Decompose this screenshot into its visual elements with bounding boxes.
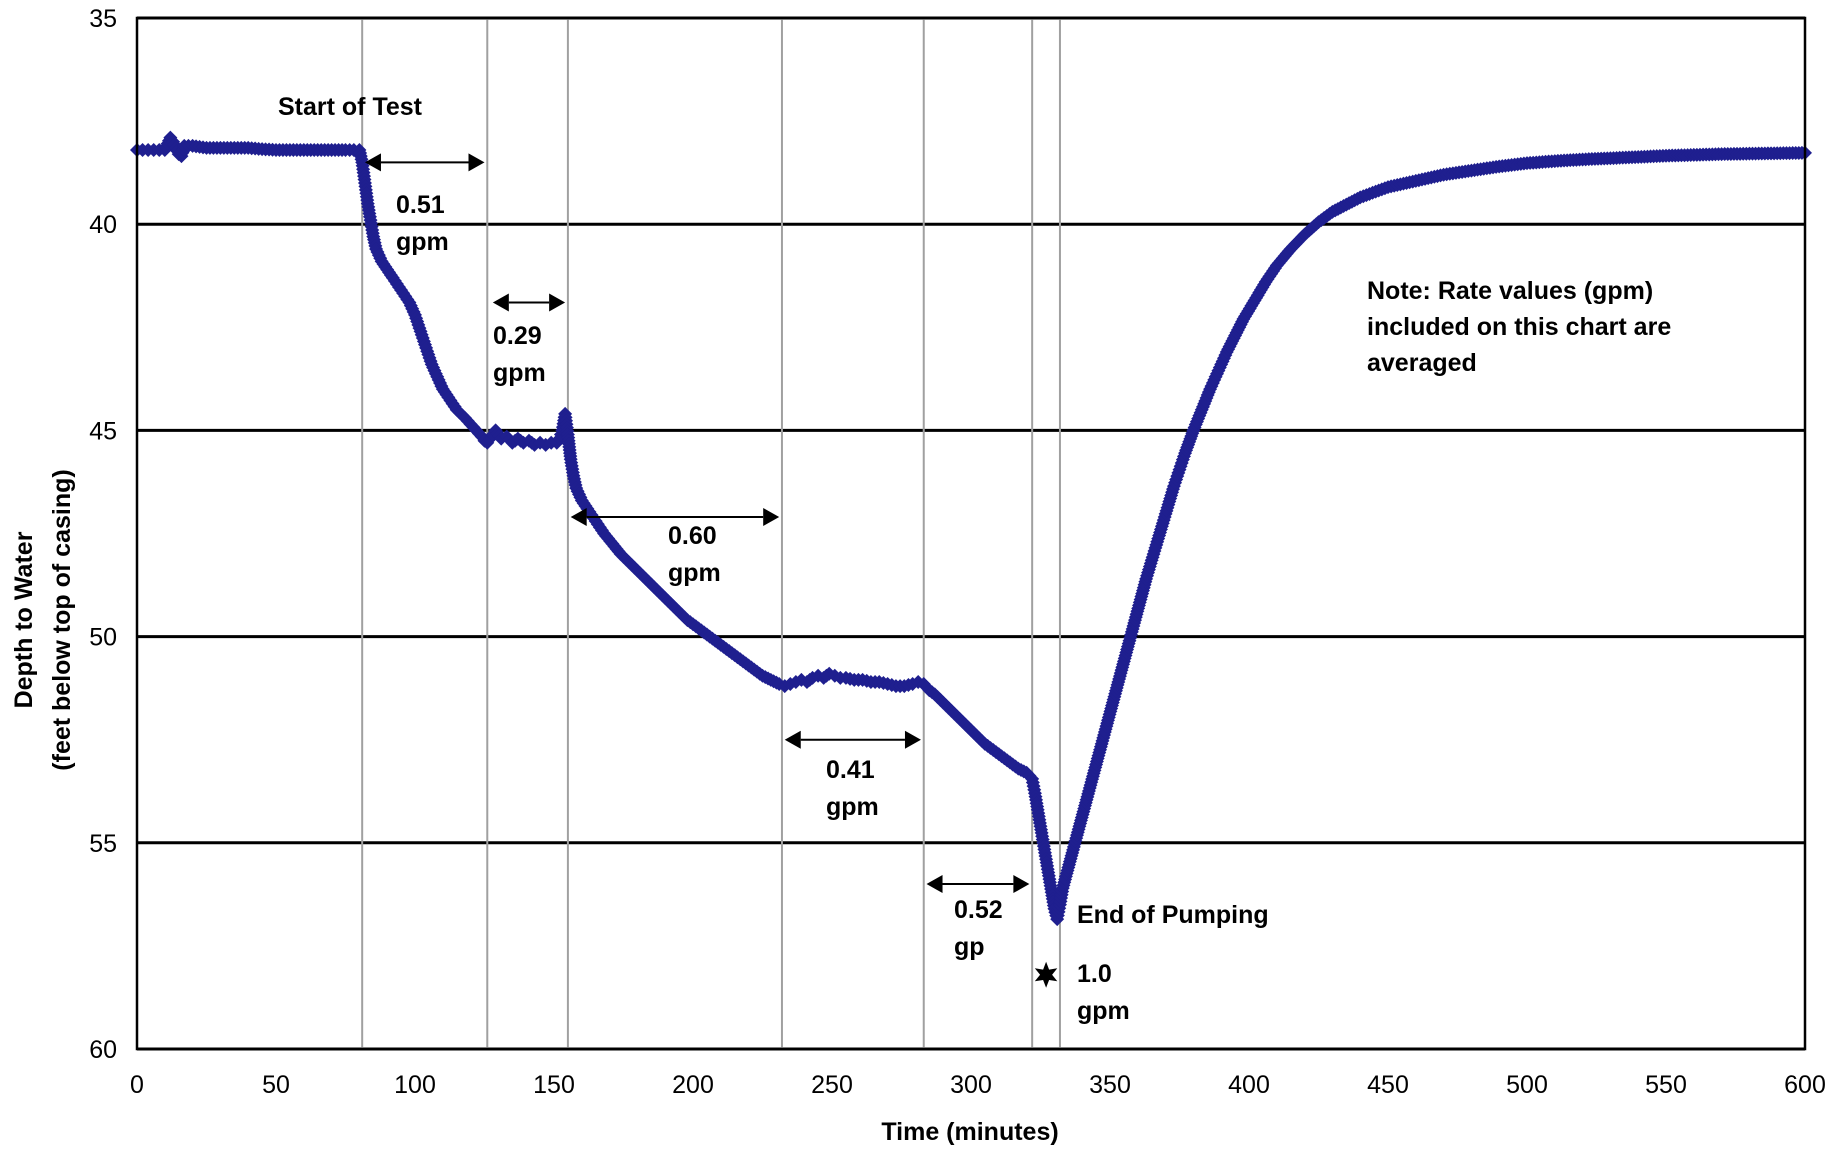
x-tick-200: 200 xyxy=(672,1071,714,1099)
x-tick-0: 0 xyxy=(130,1071,144,1099)
y-tick-60: 60 xyxy=(89,1036,117,1064)
note-line-1: Note: Rate values (gpm) xyxy=(1367,277,1653,305)
y-axis-title-line1: Depth to Water xyxy=(10,531,38,708)
y-tick-45: 45 xyxy=(89,417,117,445)
rate-label-5-unit: gp xyxy=(954,933,985,961)
y-tick-labels: 35 40 45 50 55 60 xyxy=(89,5,117,1064)
note-line-2: included on this chart are xyxy=(1367,313,1671,341)
x-tick-50: 50 xyxy=(262,1071,290,1099)
rate-label-6-value: 1.0 xyxy=(1077,960,1112,988)
x-tick-300: 300 xyxy=(950,1071,992,1099)
y-axis-title-line2: (feet below top of casing) xyxy=(48,469,76,770)
y-axis-title: Depth to Water (feet below top of casing… xyxy=(10,469,76,770)
rate-arrow-5-right-head xyxy=(1013,875,1030,894)
plot-area-border xyxy=(135,16,1807,1051)
rate-label-4-value: 0.41 xyxy=(826,756,875,784)
rate-arrow-2-left-head xyxy=(492,293,509,312)
y-tick-50: 50 xyxy=(89,624,117,652)
x-tick-400: 400 xyxy=(1228,1071,1270,1099)
rate-labels: 0.51 gpm 0.29 gpm 0.60 gpm 0.41 gpm 0.52… xyxy=(396,191,1130,1025)
y-tick-40: 40 xyxy=(89,211,117,239)
x-tick-100: 100 xyxy=(394,1071,436,1099)
x-tick-500: 500 xyxy=(1506,1071,1548,1099)
rate-label-5-value: 0.52 xyxy=(954,896,1003,924)
x-tick-600: 600 xyxy=(1784,1071,1826,1099)
series-markers xyxy=(130,130,1812,927)
x-tick-350: 350 xyxy=(1089,1071,1131,1099)
y-tick-35: 35 xyxy=(89,5,117,33)
start-of-test-label: Start of Test xyxy=(278,93,423,121)
end-of-pumping-label: End of Pumping xyxy=(1077,901,1269,929)
note-line-3: averaged xyxy=(1367,349,1477,377)
rate-label-4-unit: gpm xyxy=(826,793,879,821)
x-tick-250: 250 xyxy=(811,1071,853,1099)
note-text: Note: Rate values (gpm) included on this… xyxy=(1367,277,1671,377)
rate-label-1-value: 0.51 xyxy=(396,191,445,219)
rate-arrow-3-left-head xyxy=(570,508,587,527)
x-tick-150: 150 xyxy=(533,1071,575,1099)
rate-arrow-5-left-head xyxy=(926,875,943,894)
rate-label-3-unit: gpm xyxy=(668,559,721,587)
rate-label-2-unit: gpm xyxy=(493,359,546,387)
star-marker-icon xyxy=(1034,961,1058,988)
x-axis-title: Time (minutes) xyxy=(881,1118,1058,1146)
rate-arrow-1-right-head xyxy=(468,153,485,172)
x-tick-450: 450 xyxy=(1367,1071,1409,1099)
rate-arrow-4-right-head xyxy=(904,730,921,749)
rate-arrow-3-right-head xyxy=(763,508,780,527)
rate-label-6-unit: gpm xyxy=(1077,997,1130,1025)
y-tick-55: 55 xyxy=(89,830,117,858)
rate-label-3-value: 0.60 xyxy=(668,522,717,550)
rate-arrow-2-right-head xyxy=(549,293,566,312)
x-tick-550: 550 xyxy=(1645,1071,1687,1099)
rate-arrow-4-left-head xyxy=(784,730,801,749)
x-tick-labels: 0 50 100 150 200 250 300 350 400 450 500 550 600 xyxy=(130,1071,1826,1099)
rate-arrows xyxy=(364,153,1030,894)
rate-arrow-1-left-head xyxy=(364,153,381,172)
rate-label-2-value: 0.29 xyxy=(493,322,542,350)
rate-label-1-unit: gpm xyxy=(396,228,449,256)
